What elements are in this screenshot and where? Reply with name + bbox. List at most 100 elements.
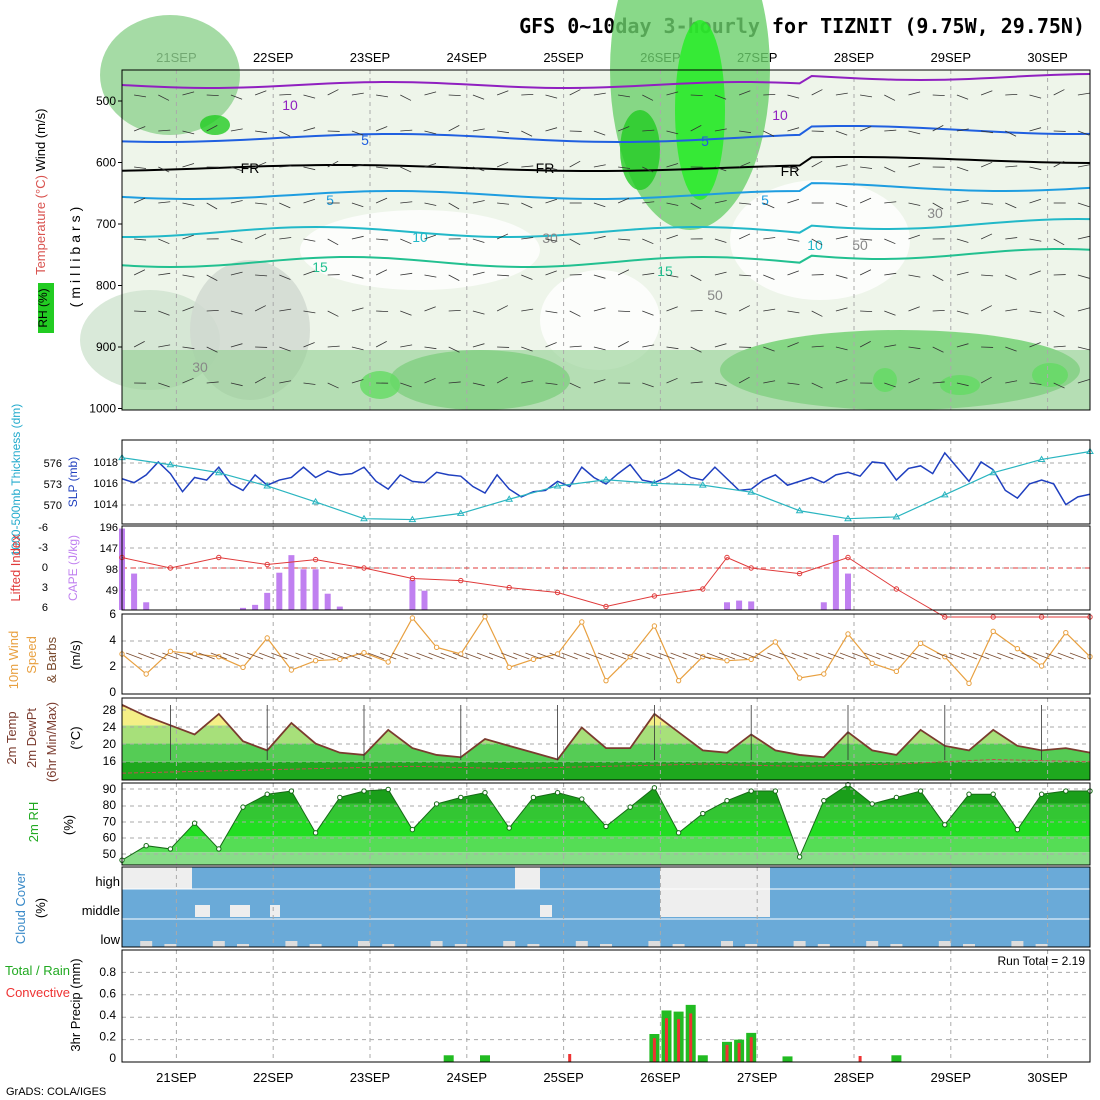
wind-barb: [738, 233, 751, 240]
wind-barb: [400, 94, 412, 101]
wind-barb: [932, 202, 944, 210]
wind-barb: [569, 160, 581, 168]
temp-units-label: (°C): [68, 726, 83, 749]
li-point: [893, 586, 900, 592]
wind-barb: [908, 130, 921, 135]
date-label-top: 30SEP: [1027, 50, 1067, 65]
wind-barb: [787, 198, 800, 204]
li-series-line: [121, 556, 1090, 618]
rh-point: [167, 846, 174, 852]
wind-barb: [182, 163, 195, 168]
wind-barb: [472, 166, 485, 172]
rh-tick-label: 80: [103, 798, 117, 812]
wind-barb: [134, 238, 147, 241]
cloud-clear-mid: [540, 905, 552, 917]
wind-barb: [182, 377, 194, 384]
wind-barb: [303, 270, 315, 276]
precip-convective-bar: [652, 1038, 656, 1062]
wind-barb-10m: [900, 652, 917, 660]
temp-tick-label: 20: [103, 737, 117, 751]
wind-barb-10m: [380, 652, 397, 660]
wind-barb: [738, 90, 751, 96]
wind-barb: [1005, 165, 1018, 168]
wind-barb: [569, 310, 581, 317]
rh-point: [288, 788, 295, 794]
cloud-low-gap: [1011, 941, 1024, 947]
wind-speed-point: [1038, 663, 1045, 669]
rh-point: [554, 789, 561, 796]
wind-speed-point: [482, 613, 488, 620]
wind-barb: [424, 202, 437, 206]
wind-barb: [230, 166, 243, 172]
pressure-tick-label: 800: [96, 279, 116, 293]
wind-barb: [1029, 342, 1041, 348]
wind-speed-point: [1063, 629, 1069, 636]
wind-barb-10m: [670, 652, 687, 660]
wind-barb-10m: [924, 652, 941, 660]
wind-barb: [400, 272, 413, 276]
wind-barb-10m: [803, 652, 820, 660]
wind-barb: [182, 234, 194, 240]
cloud-clear-mid: [195, 905, 210, 917]
wind-barb: [956, 310, 969, 315]
wind-barb: [497, 274, 510, 277]
wind-barb: [763, 308, 776, 312]
wind-barb: [424, 130, 437, 135]
wind-barb: [859, 197, 872, 204]
wind-barb: [521, 274, 533, 280]
cape-bar: [143, 602, 150, 610]
date-label-top: 23SEP: [350, 50, 390, 65]
wind-barb: [666, 306, 678, 312]
rh-point: [651, 785, 658, 791]
wind-barb: [182, 346, 195, 350]
wind-barb: [279, 237, 292, 240]
wind-barb: [254, 376, 266, 384]
wind-speed-point: [772, 639, 779, 645]
precip-convective-bar: [737, 1042, 741, 1062]
li-point: [312, 556, 319, 563]
cloud-low-gap: [527, 944, 540, 947]
contour-label: 10: [282, 97, 298, 113]
dewpoint-axis-label: 2m DewPt: [24, 708, 39, 768]
wind-barb-10m: [525, 652, 542, 660]
wind-speed-point: [506, 664, 512, 671]
wind-barb: [835, 274, 848, 279]
wind-barb: [690, 202, 702, 210]
wind-barb: [763, 274, 775, 280]
wind-barb: [327, 238, 339, 246]
rh-shade: [300, 210, 540, 290]
wind-barb-10m: [234, 652, 252, 660]
dewpoint-series-line: [121, 758, 1091, 774]
wind-tick-label: 6: [109, 607, 116, 621]
cloud-clear-high: [515, 867, 540, 889]
wind-barb: [690, 125, 702, 132]
wind-barb-10m: [815, 652, 832, 660]
cloud-level-label: low: [100, 932, 120, 947]
wind-barb: [908, 306, 920, 312]
wind-barb: [472, 200, 485, 204]
wind-speed-point: [312, 657, 319, 664]
rh-point: [603, 823, 609, 830]
wind-barb: [593, 379, 606, 384]
wind-barb-10m: [839, 652, 857, 660]
wind-barb: [303, 94, 316, 99]
wind-barb: [593, 92, 606, 96]
pressure-tick-label: 600: [96, 156, 116, 170]
cloud-low-gap: [503, 941, 516, 947]
wind-barb-10m: [319, 652, 336, 660]
wind-barb-10m: [488, 652, 506, 660]
wind-barb: [642, 94, 654, 101]
cloud-clear-mid: [230, 905, 250, 917]
wind-barb: [908, 91, 921, 96]
wind-barb: [932, 346, 944, 353]
wind-barb: [1029, 238, 1042, 242]
cloud-low-gap: [938, 941, 951, 947]
wind-barb: [448, 94, 461, 97]
wind10-units-label: (m/s): [68, 640, 83, 670]
temp-tick-label: 24: [103, 720, 117, 734]
thickness-point: [747, 488, 756, 495]
wind-speed-point: [409, 615, 416, 621]
wind-barb-10m: [392, 652, 409, 660]
li-point: [603, 603, 609, 610]
thickness-point: [844, 514, 852, 522]
